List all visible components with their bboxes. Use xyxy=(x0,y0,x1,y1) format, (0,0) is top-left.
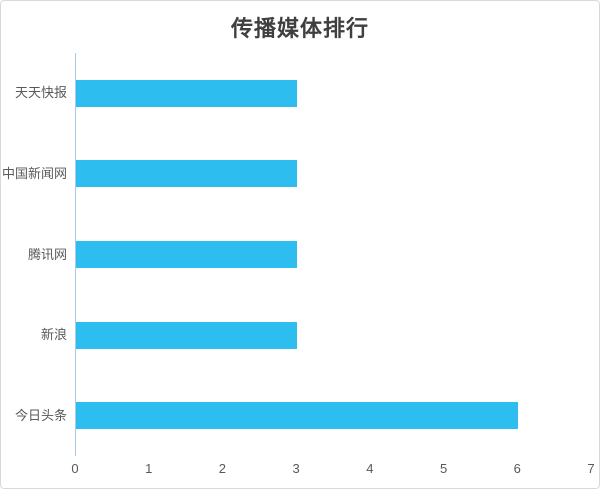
x-tick-label: 2 xyxy=(218,461,227,476)
y-tick-label: 今日头条 xyxy=(14,407,67,423)
x-tick-label: 1 xyxy=(145,461,153,476)
y-tick-label: 中国新闻网 xyxy=(1,165,67,181)
x-tick-label: 4 xyxy=(366,461,374,476)
x-tick-label: 3 xyxy=(292,461,300,476)
plot-area xyxy=(75,53,592,456)
y-tick-label: 新浪 xyxy=(40,327,67,343)
x-tick-label: 0 xyxy=(71,461,79,476)
x-tick-label: 5 xyxy=(439,461,448,476)
bar-3 xyxy=(76,241,298,268)
bar-1 xyxy=(76,79,298,107)
bar-4 xyxy=(76,321,298,349)
x-tick-label: 7 xyxy=(587,461,595,476)
bar-2 xyxy=(76,160,298,188)
y-tick-label: 腾讯网 xyxy=(27,246,67,262)
chart-title: 传播媒体排行 xyxy=(230,16,369,42)
y-tick-label: 天天快报 xyxy=(14,85,67,101)
bar-5 xyxy=(76,402,519,430)
x-tick-label: 6 xyxy=(513,461,521,476)
